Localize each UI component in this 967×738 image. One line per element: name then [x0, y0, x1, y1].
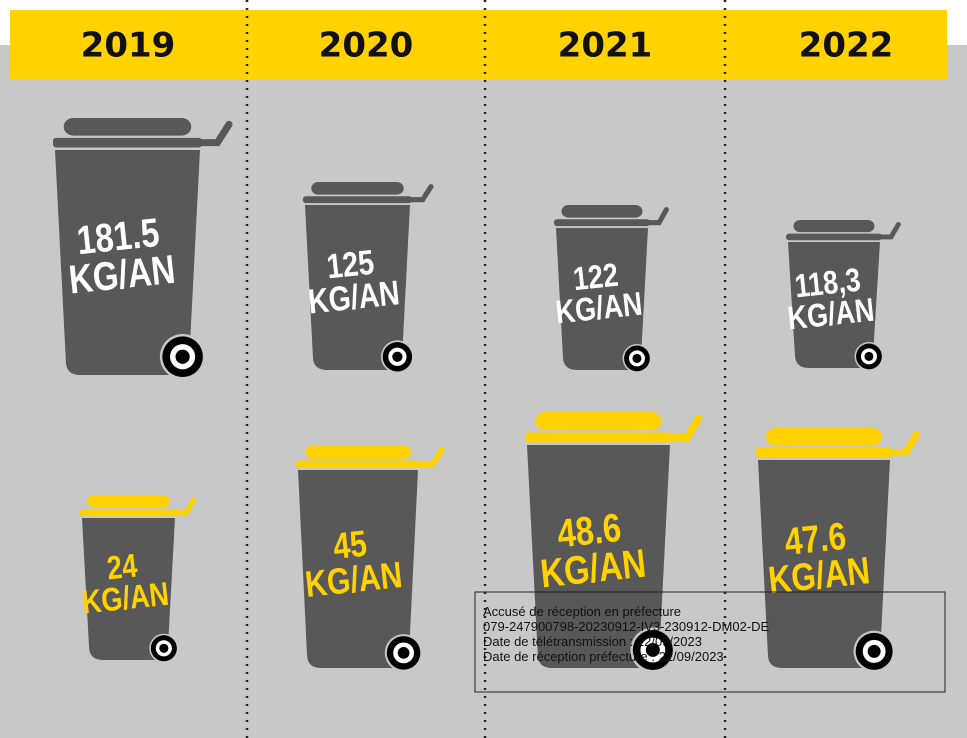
bin-value: 118,3 [793, 262, 862, 305]
bin-value: 47.6 [783, 515, 849, 564]
wheel [159, 643, 169, 653]
year-label: 2020 [319, 26, 414, 66]
bin: 181.5KG/AN [53, 118, 233, 380]
bin-handle [886, 430, 920, 457]
bin-lid-rim [786, 233, 882, 241]
year-bar [10, 10, 947, 80]
bin-unit: KG/AN [538, 541, 648, 597]
bin-body [298, 470, 418, 668]
bin-unit: KG/AN [67, 247, 178, 303]
bin-handle [407, 184, 434, 203]
bin-body [788, 242, 880, 368]
stamp-line: 079-247900798-20230912-IV3-230912-DM02-D… [483, 619, 770, 634]
year-label: 2019 [81, 26, 176, 66]
bin-body [556, 228, 648, 370]
bin-value: 24 [105, 548, 139, 587]
year-label: 2022 [799, 26, 894, 66]
bin-lid-rim [80, 509, 177, 517]
bin-body [305, 205, 410, 370]
wheel [632, 353, 642, 363]
bin: 48.6KG/AN [525, 412, 703, 673]
bin-body [55, 150, 200, 375]
bin-unit: KG/AN [303, 555, 404, 605]
wheel [392, 351, 403, 362]
bin-value: 45 [331, 524, 369, 568]
bin-unit: KG/AN [786, 292, 876, 337]
bin: 47.6KG/AN [756, 428, 920, 673]
bin-lid [305, 445, 411, 459]
bin-body [527, 445, 670, 668]
bin-lid [87, 495, 170, 508]
bin: 118,3KG/AN [786, 220, 901, 371]
bin-lid-rim [554, 219, 650, 227]
wheel [645, 642, 660, 657]
stamp-line: Date de télétransmission : 22/09/2023 [483, 634, 702, 649]
bin-lid-rim [53, 137, 202, 148]
bin-lid [561, 205, 643, 218]
bin-value: 48.6 [555, 505, 623, 556]
bin-handle [645, 207, 669, 226]
bin-unit: KG/AN [554, 286, 644, 331]
bin-unit: KG/AN [766, 549, 872, 602]
bin-unit: KG/AN [306, 273, 401, 322]
bin-lid [535, 412, 662, 431]
bin-label: 48.6KG/AN [538, 505, 648, 597]
bin-value: 181.5 [75, 210, 162, 263]
bin-label: 181.5KG/AN [67, 210, 178, 303]
stamp-box [474, 591, 946, 693]
bin-lid-rim [296, 460, 420, 468]
bin-lid-rim [525, 432, 672, 443]
wheel [864, 351, 874, 361]
wheel [397, 647, 410, 659]
bin-label: 118,3KG/AN [786, 262, 876, 337]
dividers [245, 0, 727, 738]
bin-handle [877, 221, 901, 240]
bin-value: 122 [571, 257, 619, 298]
bin-lid-rim [756, 447, 892, 458]
bin-body [82, 518, 175, 660]
year-label: 2021 [558, 26, 653, 66]
wheel [175, 349, 190, 364]
wheel [867, 644, 881, 658]
bin-handle [415, 447, 445, 467]
bin-lid [793, 220, 875, 233]
bin-value: 125 [325, 242, 376, 286]
bin-lid [63, 118, 192, 136]
stamp-line: Date de réception préfecture : 22/09/202… [483, 649, 724, 664]
stamp-line: Accusé de réception en préfecture [483, 604, 681, 619]
bin-handle [196, 120, 233, 147]
bin-handle [666, 414, 703, 442]
bin-lid [311, 182, 404, 195]
bin-lid-rim [303, 196, 412, 204]
bin-handle [172, 497, 197, 516]
bin-body [758, 460, 890, 668]
bin-label: 47.6KG/AN [766, 515, 872, 602]
bin-lid [765, 428, 883, 446]
